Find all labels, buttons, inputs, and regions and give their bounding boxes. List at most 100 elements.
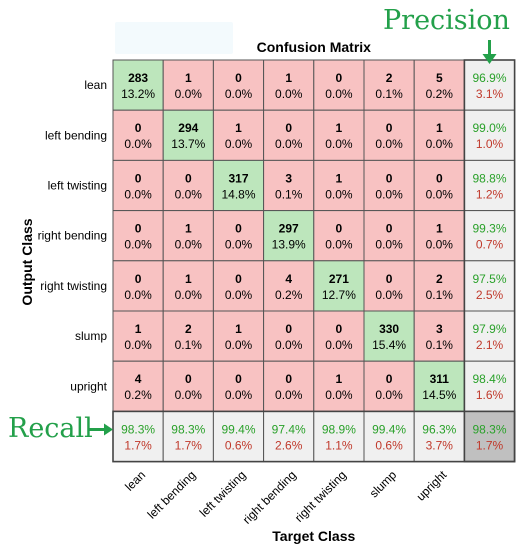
cell-value: 98.3% bbox=[121, 422, 155, 436]
recall-cell bbox=[263, 410, 315, 463]
column-label: right bending bbox=[240, 468, 299, 527]
cell-percent: 13.7% bbox=[171, 137, 205, 151]
cell-percent: 0.0% bbox=[275, 388, 303, 402]
cell-count: 0 bbox=[135, 222, 142, 236]
cell-count: 1 bbox=[235, 121, 242, 135]
cell-percent: 0.0% bbox=[275, 137, 303, 151]
cell-count: 5 bbox=[436, 71, 443, 85]
cell-percent: 0.0% bbox=[325, 137, 353, 151]
cell-percent: 0.0% bbox=[426, 187, 454, 201]
matrix-cell bbox=[363, 159, 415, 212]
cell-count: 0 bbox=[185, 171, 192, 185]
matrix-cell bbox=[112, 210, 164, 262]
cell-count: 1 bbox=[185, 222, 192, 236]
matrix-cell bbox=[112, 109, 164, 161]
row-label: left bending bbox=[45, 128, 107, 142]
matrix-cell bbox=[162, 310, 214, 362]
cell-value: 99.0% bbox=[472, 121, 506, 135]
recall-arrow-head bbox=[104, 423, 113, 436]
cell-count: 1 bbox=[336, 372, 343, 386]
cell-percent: 0.0% bbox=[124, 338, 152, 352]
cell-percent: 0.0% bbox=[225, 338, 253, 352]
precision-cell bbox=[463, 310, 516, 362]
cell-count: 3 bbox=[285, 171, 292, 185]
cell-percent: 0.2% bbox=[426, 87, 454, 101]
cell-count: 330 bbox=[379, 322, 399, 336]
cell-count: 1 bbox=[436, 121, 443, 135]
matrix-cell bbox=[263, 260, 315, 312]
row-label: slump bbox=[75, 329, 107, 343]
matrix-cell bbox=[413, 210, 465, 262]
cell-percent: 0.0% bbox=[325, 388, 353, 402]
cell-percent: 12.7% bbox=[322, 288, 356, 302]
cell-value: 96.3% bbox=[422, 422, 456, 436]
cell-percent: 0.0% bbox=[375, 288, 403, 302]
cell-count: 4 bbox=[135, 372, 142, 386]
matrix-cell bbox=[162, 159, 214, 212]
cell-error: 0.6% bbox=[375, 438, 403, 452]
cell-count: 283 bbox=[128, 71, 148, 85]
matrix-cell bbox=[313, 59, 365, 111]
cell-error: 2.5% bbox=[476, 288, 504, 302]
cell-percent: 0.0% bbox=[225, 137, 253, 151]
row-label: upright bbox=[70, 379, 107, 393]
cell-percent: 13.2% bbox=[121, 87, 155, 101]
cell-percent: 0.0% bbox=[325, 238, 353, 252]
cell-percent: 0.0% bbox=[275, 87, 303, 101]
matrix-cell bbox=[212, 59, 265, 111]
precision-cell bbox=[463, 360, 516, 412]
cell-percent: 0.0% bbox=[375, 137, 403, 151]
cell-count: 0 bbox=[386, 121, 393, 135]
matrix-cell bbox=[313, 260, 365, 312]
cell-count: 271 bbox=[329, 272, 349, 286]
cell-percent: 0.0% bbox=[225, 288, 253, 302]
cell-percent: 0.1% bbox=[275, 187, 303, 201]
cell-count: 0 bbox=[336, 71, 343, 85]
cell-value: 99.4% bbox=[372, 422, 406, 436]
cell-count: 297 bbox=[279, 222, 299, 236]
matrix-cell bbox=[112, 310, 164, 362]
cell-count: 4 bbox=[285, 272, 292, 286]
cell-percent: 0.0% bbox=[375, 187, 403, 201]
matrix-cell bbox=[413, 159, 465, 212]
matrix-cell bbox=[313, 210, 365, 262]
cell-percent: 0.0% bbox=[225, 87, 253, 101]
recall-cell bbox=[413, 410, 465, 463]
matrix-cell bbox=[212, 360, 265, 412]
precision-cell bbox=[463, 260, 516, 312]
precision-cell bbox=[463, 159, 516, 212]
matrix-cell bbox=[363, 59, 415, 111]
cell-percent: 0.1% bbox=[175, 338, 203, 352]
cell-count: 294 bbox=[178, 121, 198, 135]
cell-value: 98.3% bbox=[472, 422, 506, 436]
cell-count: 1 bbox=[285, 71, 292, 85]
cell-percent: 13.9% bbox=[272, 238, 306, 252]
row-label: right bending bbox=[38, 229, 107, 243]
cell-error: 0.6% bbox=[225, 438, 253, 452]
cell-error: 1.7% bbox=[476, 438, 504, 452]
cell-percent: 0.1% bbox=[426, 288, 454, 302]
cell-count: 0 bbox=[386, 222, 393, 236]
matrix-cell bbox=[212, 159, 265, 212]
cell-count: 0 bbox=[336, 222, 343, 236]
cell-count: 1 bbox=[336, 121, 343, 135]
matrix-cell bbox=[112, 59, 164, 111]
cell-count: 1 bbox=[436, 222, 443, 236]
cell-percent: 0.0% bbox=[426, 238, 454, 252]
recall-annotation: Recall bbox=[8, 413, 93, 444]
cell-value: 98.9% bbox=[322, 422, 356, 436]
cell-percent: 15.4% bbox=[372, 338, 406, 352]
matrix-cell bbox=[413, 59, 465, 111]
recall-cell bbox=[313, 410, 365, 463]
cell-count: 0 bbox=[135, 121, 142, 135]
precision-arrow-head bbox=[482, 54, 497, 64]
cell-percent: 0.0% bbox=[124, 187, 152, 201]
matrix-cell bbox=[112, 159, 164, 212]
x-axis-label: Target Class bbox=[272, 528, 355, 544]
cell-value: 99.4% bbox=[221, 422, 255, 436]
cell-count: 0 bbox=[285, 372, 292, 386]
matrix-cell bbox=[162, 59, 214, 111]
cell-count: 0 bbox=[285, 322, 292, 336]
cell-value: 97.9% bbox=[472, 322, 506, 336]
cell-percent: 0.0% bbox=[426, 137, 454, 151]
